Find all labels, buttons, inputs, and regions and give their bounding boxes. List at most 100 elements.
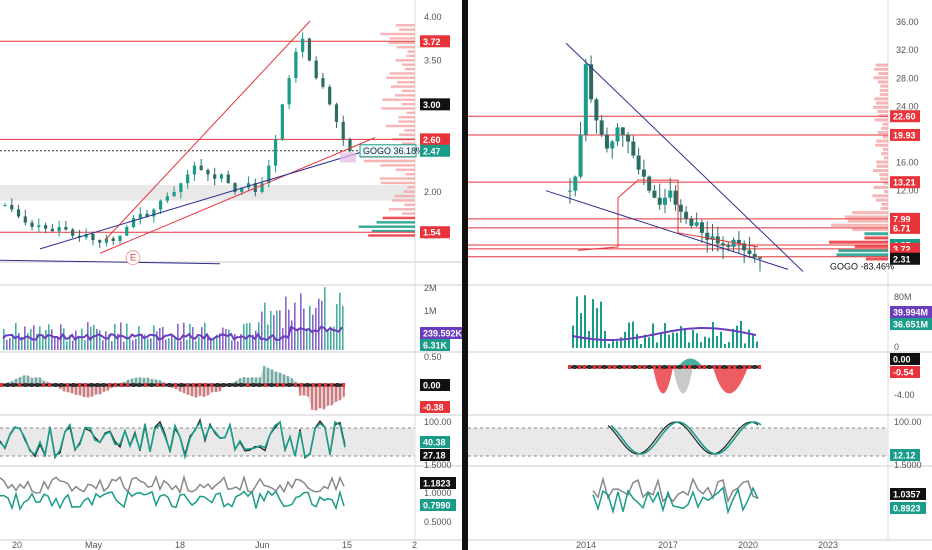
signal-dot bbox=[733, 365, 736, 369]
volume-bar bbox=[342, 305, 344, 350]
candle bbox=[573, 176, 578, 191]
y-tick-label: 0.5000 bbox=[424, 517, 452, 527]
signal-dot bbox=[673, 365, 676, 369]
signal-dot bbox=[294, 383, 297, 387]
candle bbox=[620, 127, 625, 135]
signal-dot bbox=[678, 365, 681, 369]
price-tag: 22.60 bbox=[893, 112, 916, 122]
signal-dot bbox=[12, 383, 15, 387]
price-tag-bg bbox=[420, 98, 450, 111]
volume-bar bbox=[45, 329, 47, 350]
volume-bar bbox=[309, 305, 311, 350]
x-tick-label: May bbox=[85, 540, 103, 550]
volume-bar bbox=[48, 324, 50, 350]
candle bbox=[647, 176, 652, 191]
volume-bar bbox=[712, 321, 714, 348]
volume-bar bbox=[580, 313, 582, 348]
volume-bar bbox=[612, 341, 614, 348]
candle bbox=[287, 78, 291, 105]
price-tag: 2.60 bbox=[423, 135, 441, 145]
volume-tag-bg bbox=[890, 318, 932, 330]
signal-dot bbox=[282, 383, 285, 387]
price-tag-bg bbox=[420, 144, 450, 157]
ratio-tag-bg bbox=[420, 477, 456, 489]
volume-bar bbox=[704, 336, 706, 348]
candle bbox=[747, 250, 752, 254]
volume-profile-bar bbox=[876, 139, 888, 143]
volume-profile-bar bbox=[876, 160, 888, 164]
stoch-line bbox=[610, 421, 762, 455]
volume-profile-bar bbox=[883, 190, 888, 194]
signal-dot bbox=[198, 383, 201, 387]
volume-ma-line bbox=[571, 327, 757, 341]
signal-dot bbox=[738, 365, 741, 369]
volume-profile-bar bbox=[394, 94, 415, 97]
signal-dot bbox=[306, 383, 309, 387]
candle bbox=[752, 253, 757, 258]
signal-dot bbox=[653, 365, 656, 369]
volume-bar bbox=[177, 323, 179, 350]
stoch-tag: 40.38 bbox=[423, 438, 446, 448]
stoch-tag-bg bbox=[420, 436, 450, 448]
candle bbox=[131, 218, 136, 227]
signal-dot bbox=[132, 383, 135, 387]
volume-bar bbox=[660, 332, 662, 348]
signal-dot bbox=[72, 383, 75, 387]
volume-profile-bar bbox=[873, 185, 888, 189]
candle bbox=[631, 141, 636, 156]
volume-bar bbox=[234, 333, 236, 350]
signal-dot bbox=[643, 365, 646, 369]
volume-bar bbox=[276, 310, 278, 350]
volume-bar bbox=[716, 336, 718, 348]
ratio-tag-bg bbox=[890, 488, 926, 500]
candle bbox=[726, 245, 731, 247]
y-tick-label: 36.00 bbox=[896, 17, 919, 27]
volume-bar bbox=[12, 335, 14, 350]
volume-profile-bar bbox=[872, 169, 888, 173]
volume-bar bbox=[165, 339, 167, 350]
volume-profile-bar bbox=[879, 173, 888, 177]
signal-dot bbox=[288, 383, 291, 387]
volume-bar bbox=[30, 328, 32, 350]
signal-dot bbox=[608, 365, 611, 369]
volume-profile-bar bbox=[396, 80, 415, 84]
volume-bar bbox=[195, 340, 197, 350]
volume-bar bbox=[652, 323, 654, 348]
volume-bar bbox=[75, 330, 77, 350]
x-tick-label: 15 bbox=[342, 540, 352, 550]
volume-profile-bar bbox=[395, 168, 415, 172]
volume-bar bbox=[684, 328, 686, 348]
candle bbox=[758, 257, 762, 259]
oscillator-zero-tag: 0.00 bbox=[893, 355, 911, 365]
candle bbox=[199, 165, 203, 171]
oscillator-zero-tag-bg bbox=[420, 379, 450, 391]
volume-profile-bar bbox=[879, 88, 888, 92]
y-tick-label: 24.00 bbox=[896, 101, 919, 111]
candle bbox=[43, 225, 48, 229]
volume-bar bbox=[144, 334, 146, 350]
volume-bar bbox=[724, 343, 726, 348]
trend-line-lower bbox=[99, 137, 376, 254]
volume-profile-bar bbox=[401, 89, 415, 93]
signal-dot bbox=[300, 383, 303, 387]
signal-dot bbox=[598, 365, 601, 369]
signal-dot bbox=[668, 365, 671, 369]
candle bbox=[652, 190, 657, 198]
volume-profile-bar bbox=[389, 37, 415, 40]
y-tick-label: -4.00 bbox=[894, 390, 915, 400]
price-tag: 7.99 bbox=[893, 214, 911, 224]
signal-dot bbox=[688, 365, 691, 369]
candle bbox=[206, 170, 210, 175]
oscillator-area bbox=[713, 367, 748, 394]
trend-line-down bbox=[565, 42, 804, 272]
signal-dot bbox=[48, 383, 51, 387]
signal-dot bbox=[168, 383, 171, 387]
x-tick-label: 2023 bbox=[818, 540, 838, 550]
signal-dot bbox=[708, 365, 711, 369]
signal-dot bbox=[78, 383, 81, 387]
candle bbox=[626, 134, 631, 142]
candle bbox=[668, 190, 673, 198]
candle bbox=[301, 38, 305, 52]
volume-bar bbox=[216, 334, 218, 350]
candle bbox=[226, 174, 230, 184]
